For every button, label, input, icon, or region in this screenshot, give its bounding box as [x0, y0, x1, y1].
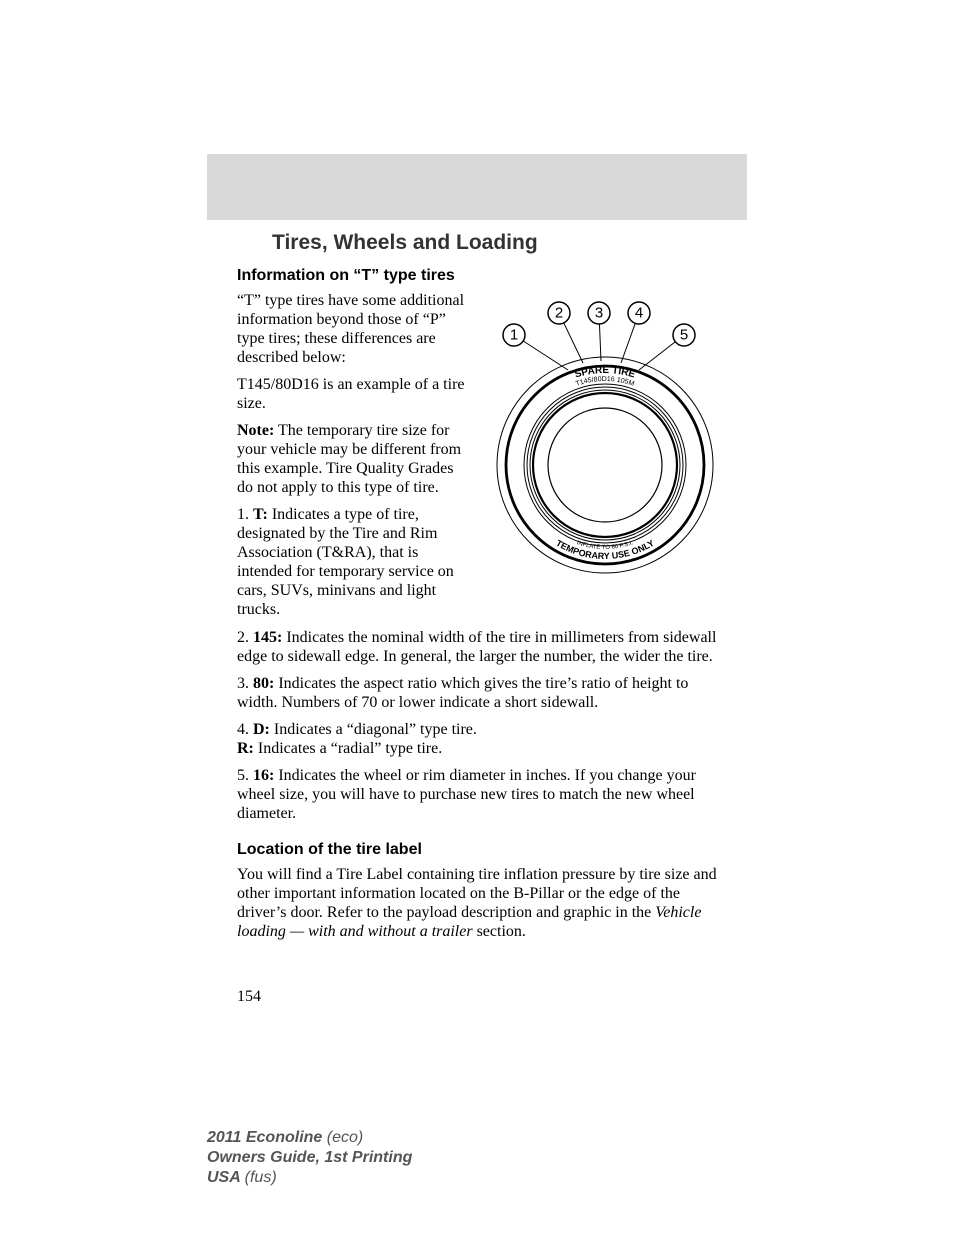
- paragraph-tire-label: You will find a Tire Label containing ti…: [237, 865, 717, 941]
- item-4-body: Indicates a “diagonal” type tire.: [270, 721, 477, 738]
- item-1-number: 1.: [237, 506, 253, 523]
- item-4-number: 4.: [237, 721, 253, 738]
- item-4r-label: R:: [237, 740, 254, 757]
- list-item-3: 3. 80: Indicates the aspect ratio which …: [237, 674, 717, 712]
- item-2-body: Indicates the nominal width of the tire …: [237, 629, 716, 665]
- page: Tires, Wheels and Loading Information on…: [0, 0, 954, 1235]
- item-3-number: 3.: [237, 675, 253, 692]
- item-1-label: T:: [253, 506, 268, 523]
- tire-svg: SPARE TIRE T145/80D16 105M TEMPORARY USE…: [488, 298, 716, 578]
- tire-diagram: SPARE TIRE T145/80D16 105M TEMPORARY USE…: [488, 298, 716, 578]
- item-5-number: 5.: [237, 767, 253, 784]
- section-heading-tire-label: Location of the tire label: [237, 841, 717, 859]
- list-item-4: 4. D: Indicates a “diagonal” type tire.: [237, 720, 717, 739]
- paragraph-note: Note: The temporary tire size for your v…: [237, 421, 469, 497]
- footer-model: 2011 Econoline: [207, 1129, 327, 1146]
- svg-text:2: 2: [555, 305, 563, 322]
- item-1-body: Indicates a type of tire, designated by …: [237, 506, 454, 618]
- list-item-5: 5. 16: Indicates the wheel or rim diamet…: [237, 766, 717, 823]
- section-heading-t-tires: Information on “T” type tires: [237, 267, 717, 285]
- item-4-label: D:: [253, 721, 270, 738]
- page-number: 154: [237, 988, 261, 1006]
- footer-code-1: (eco): [327, 1129, 363, 1146]
- item-5-body: Indicates the wheel or rim diameter in i…: [237, 767, 696, 822]
- item-4r-body: Indicates a “radial” type tire.: [254, 740, 442, 757]
- chapter-title: Tires, Wheels and Loading: [272, 231, 538, 255]
- svg-text:1: 1: [510, 327, 518, 344]
- footer: 2011 Econoline (eco) Owners Guide, 1st P…: [207, 1128, 412, 1188]
- footer-line-2: Owners Guide, 1st Printing: [207, 1148, 412, 1168]
- item-2-label: 145:: [253, 629, 282, 646]
- note-label: Note:: [237, 422, 274, 439]
- item-5-label: 16:: [253, 767, 274, 784]
- list-item-4r: R: Indicates a “radial” type tire.: [237, 739, 717, 758]
- paragraph-example: T145/80D16 is an example of a tire size.: [237, 375, 469, 413]
- item-2-number: 2.: [237, 629, 253, 646]
- list-item-2: 2. 145: Indicates the nominal width of t…: [237, 628, 717, 666]
- item-3-label: 80:: [253, 675, 274, 692]
- footer-region: USA: [207, 1169, 245, 1186]
- svg-text:3: 3: [595, 305, 603, 322]
- item-3-body: Indicates the aspect ratio which gives t…: [237, 675, 688, 711]
- footer-line-3: USA (fus): [207, 1168, 412, 1188]
- svg-text:4: 4: [635, 305, 643, 322]
- tire-label-body-a: You will find a Tire Label containing ti…: [237, 866, 717, 921]
- svg-text:5: 5: [680, 327, 688, 344]
- footer-code-2: (fus): [245, 1169, 277, 1186]
- paragraph-intro: “T” type tires have some additional info…: [237, 291, 469, 367]
- chapter-header-band: [207, 154, 747, 220]
- tire-label-body-b: section.: [473, 923, 526, 940]
- footer-line-1: 2011 Econoline (eco): [207, 1128, 412, 1148]
- list-item-1: 1. T: Indicates a type of tire, designat…: [237, 505, 469, 619]
